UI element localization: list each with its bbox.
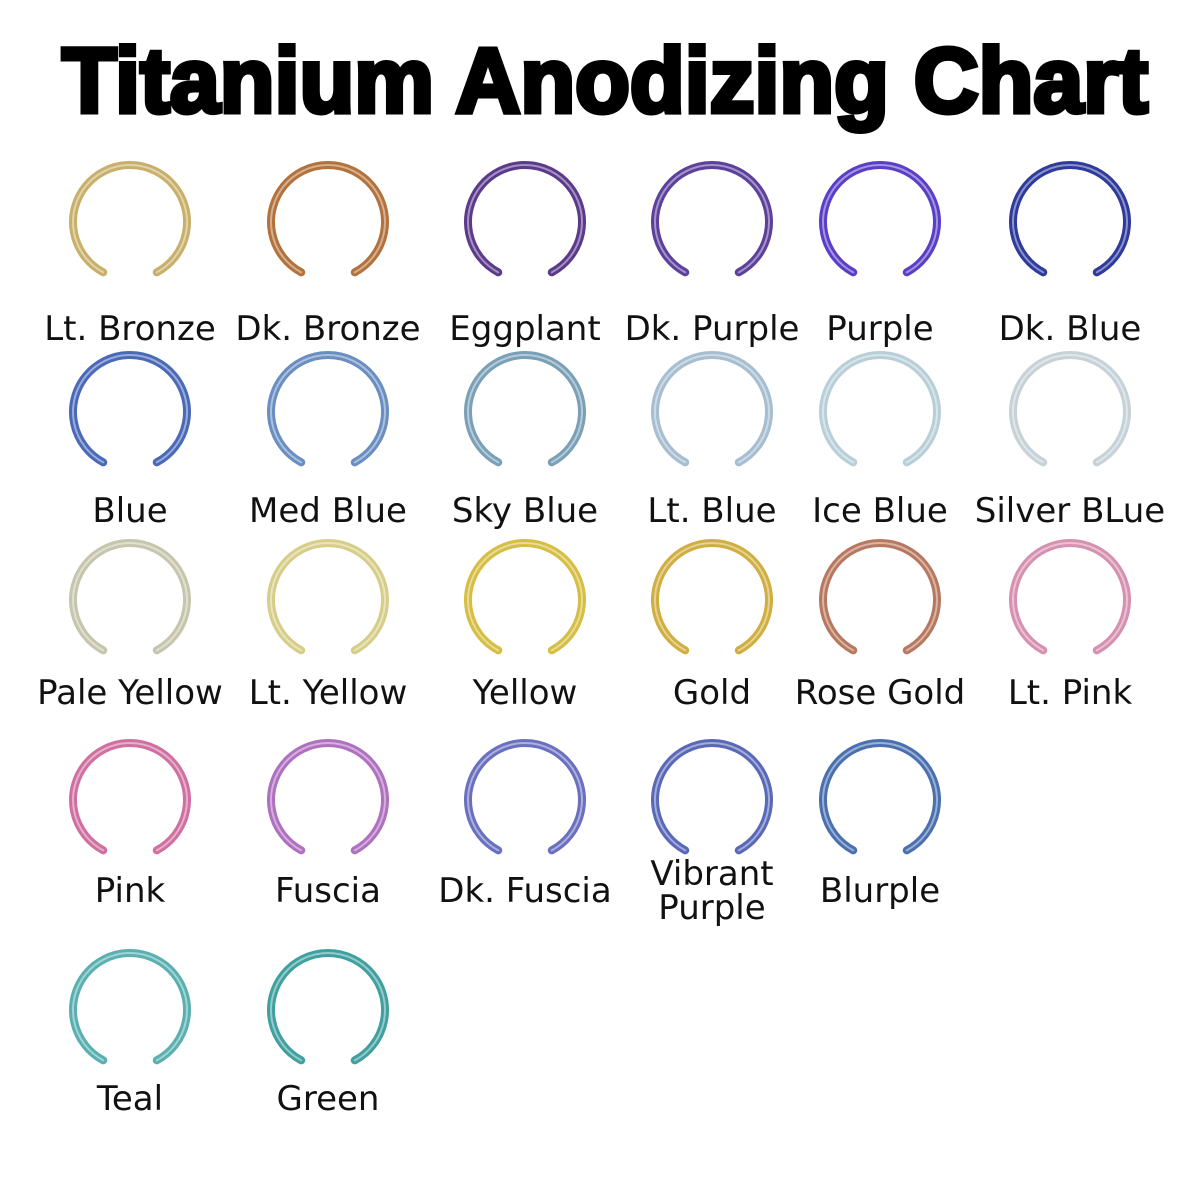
ring-highlight <box>270 952 386 1062</box>
ring <box>464 739 586 855</box>
ring-label: Lt. Pink <box>1008 673 1133 713</box>
ring-highlight <box>467 542 583 652</box>
ring <box>819 539 941 655</box>
ring-label: Dk. Bronze <box>235 309 420 349</box>
ring-highlight <box>270 354 386 464</box>
ring-highlight <box>822 742 938 852</box>
ring <box>464 351 586 467</box>
ring-label: Ice Blue <box>812 491 948 531</box>
ring-label: Rose Gold <box>795 673 966 713</box>
ring-highlight <box>72 952 188 1062</box>
ring <box>464 539 586 655</box>
ring-highlight <box>654 354 770 464</box>
ring <box>69 161 191 277</box>
ring-label: Silver BLue <box>975 491 1165 531</box>
ring-highlight <box>822 354 938 464</box>
ring <box>267 161 389 277</box>
ring-highlight <box>822 542 938 652</box>
ring <box>1009 161 1131 277</box>
ring-label: Dk. Fuscia <box>438 871 611 911</box>
ring-label: Teal <box>96 1079 163 1119</box>
ring <box>267 351 389 467</box>
ring-label: Green <box>277 1079 380 1119</box>
title: Titanium Anodizing Chart <box>62 30 1148 132</box>
ring <box>267 949 389 1065</box>
ring-label: Yellow <box>472 673 578 713</box>
ring <box>651 351 773 467</box>
ring <box>1009 351 1131 467</box>
ring-label: Med Blue <box>249 491 407 531</box>
ring-label: Purple <box>658 888 765 928</box>
ring-highlight <box>72 164 188 274</box>
ring-highlight <box>467 742 583 852</box>
ring-label: Lt. Bronze <box>44 309 216 349</box>
ring <box>651 161 773 277</box>
ring <box>464 161 586 277</box>
ring-highlight <box>822 164 938 274</box>
ring-highlight <box>270 542 386 652</box>
ring <box>69 539 191 655</box>
ring-label: Pale Yellow <box>37 673 223 713</box>
ring <box>1009 539 1131 655</box>
ring-label: Fuscia <box>275 871 381 911</box>
ring-highlight <box>1012 164 1128 274</box>
ring-highlight <box>72 542 188 652</box>
ring-label: Purple <box>826 309 933 349</box>
ring-label: Blue <box>92 491 167 531</box>
ring <box>651 739 773 855</box>
ring <box>267 739 389 855</box>
ring-highlight <box>270 164 386 274</box>
ring <box>819 351 941 467</box>
ring-label: Sky Blue <box>452 491 598 531</box>
ring-highlight <box>72 742 188 852</box>
ring-label: Lt. Yellow <box>249 673 408 713</box>
ring-highlight <box>467 354 583 464</box>
ring-label: Dk. Purple <box>625 309 800 349</box>
ring <box>267 539 389 655</box>
ring <box>69 949 191 1065</box>
ring-label: Vibrant <box>650 854 773 894</box>
ring-highlight <box>654 742 770 852</box>
ring-highlight <box>270 742 386 852</box>
ring <box>69 739 191 855</box>
ring-label: Lt. Blue <box>647 491 776 531</box>
ring-label: Gold <box>673 673 751 713</box>
ring-label: Eggplant <box>449 309 600 349</box>
ring-highlight <box>72 354 188 464</box>
ring-highlight <box>654 542 770 652</box>
ring-label: Dk. Blue <box>999 309 1142 349</box>
ring <box>651 539 773 655</box>
ring-highlight <box>467 164 583 274</box>
ring-highlight <box>654 164 770 274</box>
ring-highlight <box>1012 354 1128 464</box>
ring <box>819 739 941 855</box>
ring-label: Pink <box>95 871 166 911</box>
ring-highlight <box>1012 542 1128 652</box>
ring <box>819 161 941 277</box>
ring <box>69 351 191 467</box>
ring-label: Blurple <box>820 871 940 911</box>
